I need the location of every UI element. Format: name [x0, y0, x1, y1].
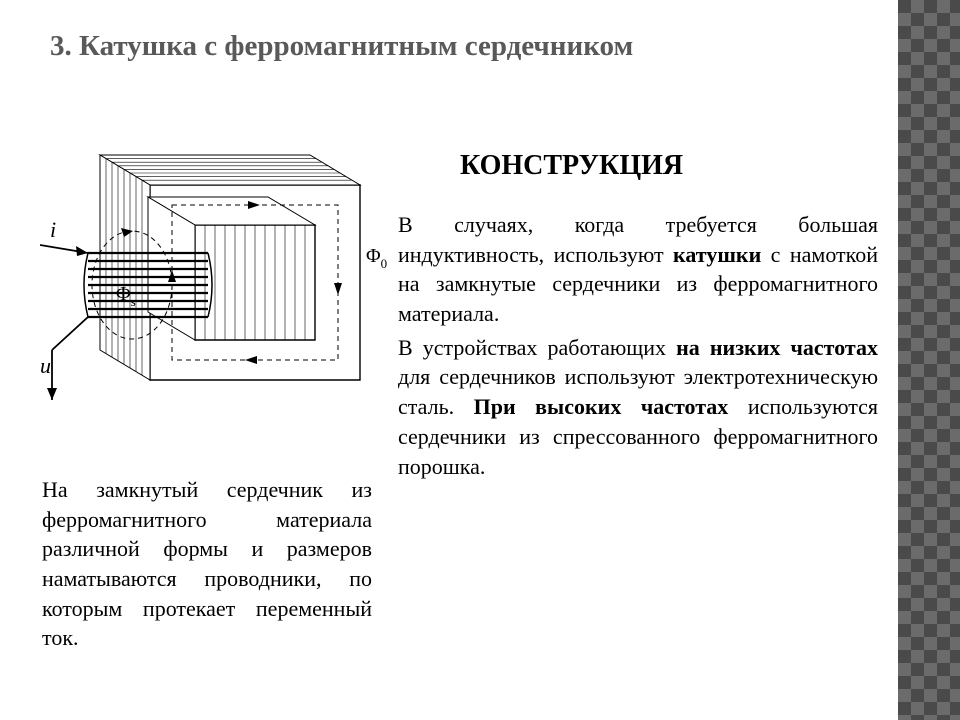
- label-phi-s: Φ: [116, 283, 131, 305]
- section-heading: КОНСТРУКЦИЯ: [460, 150, 683, 182]
- svg-text:u: u: [40, 353, 51, 378]
- p1-bold: катушки: [673, 242, 761, 267]
- slide-title: 3. Катушка с ферромагнитным сердечником: [50, 30, 870, 63]
- label-i: i: [50, 217, 56, 242]
- figure-caption: На замкнутый сердечник из ферромагнитног…: [42, 475, 372, 657]
- label-u: u: [40, 353, 51, 378]
- slide-content: 3. Катушка с ферромагнитным сердечником …: [0, 0, 898, 720]
- label-phi-0-sub: 0: [381, 256, 388, 271]
- core-coil-diagram: i u Φs Φ0: [40, 145, 400, 445]
- p2-bold-2: При высоких частотах: [474, 394, 729, 419]
- slide-page: 3. Катушка с ферромагнитным сердечником …: [0, 0, 960, 720]
- svg-text:i: i: [50, 217, 56, 242]
- paragraph-2: В устройствах работающих на низких часто…: [398, 333, 878, 481]
- label-phi-s-sub: s: [131, 294, 136, 309]
- caption-text: На замкнутый сердечник из ферромагнитног…: [42, 475, 372, 653]
- svg-text:Φ0: Φ0: [366, 245, 387, 271]
- body-text: В случаях, когда требуется большая индук…: [398, 210, 878, 485]
- paragraph-1: В случаях, когда требуется большая индук…: [398, 210, 878, 329]
- label-phi-0: Φ: [366, 245, 381, 267]
- p2-part-a: В устройствах работающих: [398, 335, 676, 360]
- p2-bold-1: на низких частотах: [676, 335, 878, 360]
- decorative-sidebar: [898, 0, 960, 720]
